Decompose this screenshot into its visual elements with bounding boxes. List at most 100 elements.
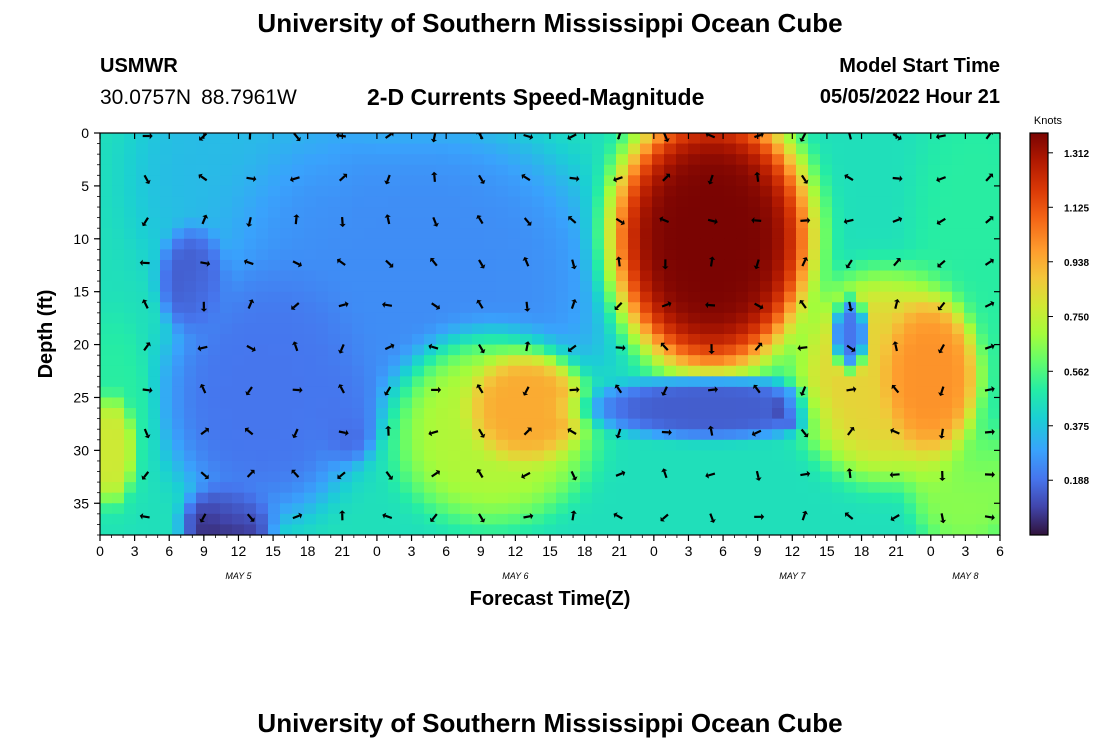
heatmap-cell (184, 207, 197, 219)
heatmap-cell (376, 355, 389, 367)
heatmap-cell (592, 291, 605, 303)
heatmap-cell (952, 154, 965, 166)
heatmap-cell (556, 164, 569, 176)
heatmap-cell (844, 503, 857, 515)
heatmap-cell (844, 238, 857, 250)
heatmap-cell (868, 429, 881, 441)
heatmap-cell (208, 429, 221, 441)
current-arrow (705, 133, 716, 139)
current-arrow (385, 259, 394, 268)
heatmap-cell (964, 344, 977, 356)
heatmap-cell (952, 355, 965, 367)
heatmap-cell (220, 238, 233, 250)
heatmap-cell (640, 133, 653, 145)
heatmap-cell (352, 133, 365, 145)
heatmap-cell (748, 185, 761, 198)
heatmap-cell (388, 386, 401, 399)
heatmap-cell (676, 249, 689, 261)
heatmap-cell (244, 164, 257, 176)
heatmap-cell (736, 291, 749, 303)
heatmap-cell (400, 429, 413, 441)
heatmap-cell (580, 439, 593, 451)
heatmap-cell (868, 302, 881, 314)
heatmap-cell (916, 154, 929, 166)
heatmap-cell (928, 386, 941, 399)
current-arrow-shaft (754, 386, 761, 394)
current-arrow-shaft (615, 217, 623, 224)
heatmap-cell (748, 524, 761, 535)
heatmap-cell (280, 228, 293, 240)
heatmap-cell (640, 334, 653, 346)
heatmap-cell (892, 376, 905, 388)
heatmap-cell (376, 281, 389, 293)
heatmap-cell (772, 281, 785, 293)
heatmap-cell (916, 334, 929, 346)
heatmap-cell (532, 238, 545, 250)
heatmap-cell (832, 355, 845, 367)
heatmap-cell (508, 344, 521, 356)
heatmap-cell (580, 471, 593, 483)
current-arrow-head (714, 218, 718, 225)
current-arrow-head (899, 175, 903, 182)
heatmap-cell (952, 513, 965, 526)
heatmap-cell (904, 207, 917, 219)
heatmap-cell (184, 482, 197, 494)
heatmap-cell (904, 334, 917, 346)
heatmap-cell (292, 513, 305, 526)
current-arrow (613, 176, 623, 183)
current-arrow-head (522, 257, 529, 261)
heatmap-cell (856, 270, 869, 282)
heatmap-cell (520, 450, 533, 462)
x-tick-label: 9 (200, 543, 208, 559)
heatmap-cell (208, 365, 221, 377)
heatmap-cell (232, 503, 245, 515)
heatmap-cell (940, 228, 953, 240)
heatmap-cell (472, 281, 485, 293)
heatmap-cell (220, 323, 233, 335)
heatmap-cell (172, 450, 185, 462)
heatmap-cell (964, 355, 977, 367)
heatmap-cell (880, 450, 893, 462)
current-arrow-head (204, 474, 209, 480)
heatmap-cell (388, 418, 401, 430)
current-arrow-shaft (661, 218, 670, 224)
heatmap-cell (196, 281, 209, 293)
heatmap-cell (136, 355, 149, 367)
heatmap-cell (544, 524, 557, 535)
heatmap-cell (616, 238, 629, 250)
heatmap-cell (340, 175, 353, 187)
heatmap-cell (940, 450, 953, 462)
heatmap-cell (364, 460, 377, 473)
heatmap-cell (580, 217, 593, 229)
heatmap-cell (532, 270, 545, 282)
heatmap-cell (808, 281, 821, 293)
heatmap-cell (112, 249, 125, 261)
heatmap-cell (748, 450, 761, 462)
heatmap-cell (640, 471, 653, 483)
heatmap-cell (376, 270, 389, 282)
heatmap-cell (664, 217, 677, 229)
heatmap-cell (412, 513, 425, 526)
heatmap-cell (964, 312, 977, 325)
heatmap-cell (568, 344, 581, 356)
heatmap-cell (784, 228, 797, 240)
heatmap-cell (592, 471, 605, 483)
current-arrow (707, 386, 718, 393)
heatmap-cell (292, 492, 305, 504)
heatmap-cell (664, 344, 677, 356)
heatmap-cell (676, 460, 689, 473)
heatmap-cell (820, 439, 833, 451)
heatmap-cell (232, 175, 245, 187)
heatmap-cell (364, 492, 377, 504)
heatmap-cell (580, 175, 593, 187)
colorbar-tick-label: 0.562 (1064, 367, 1089, 378)
heatmap-cell (904, 185, 917, 198)
heatmap-cell (676, 429, 689, 441)
heatmap-cell (292, 143, 305, 155)
current-arrow-head (253, 175, 257, 182)
heatmap-cell (736, 471, 749, 483)
heatmap-cell (592, 503, 605, 515)
y-axis-label: Depth (ft) (35, 290, 57, 379)
heatmap-cell (748, 408, 761, 420)
heatmap-cell (580, 270, 593, 282)
